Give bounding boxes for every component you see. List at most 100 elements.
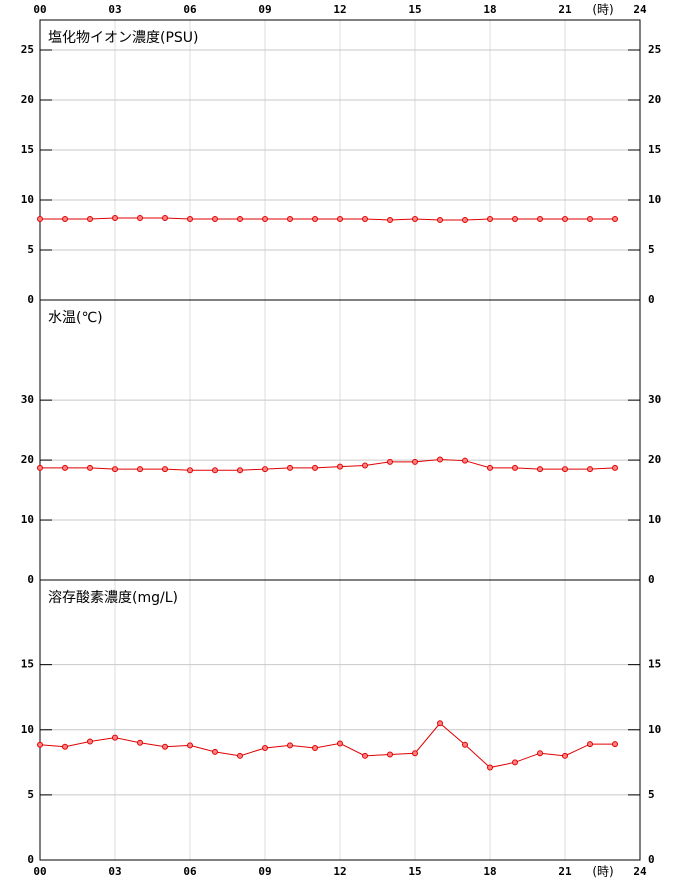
y-tick-label: 20 xyxy=(21,453,34,466)
y-tick-label: 0 xyxy=(27,853,34,866)
data-point xyxy=(612,464,618,471)
data-point xyxy=(412,216,418,222)
data-point xyxy=(112,734,118,741)
data-point xyxy=(312,464,318,471)
data-point xyxy=(612,216,618,222)
y-tick-label: 15 xyxy=(648,143,661,156)
data-point xyxy=(62,743,68,750)
data-point xyxy=(387,458,393,465)
y-tick-label: 10 xyxy=(21,193,34,206)
x-tick-label: 06 xyxy=(183,3,197,16)
data-point xyxy=(437,720,443,727)
data-point xyxy=(162,743,168,750)
data-point xyxy=(237,752,243,759)
data-line xyxy=(39,722,615,769)
data-point xyxy=(412,458,418,465)
x-tick-label: 15 xyxy=(408,865,421,878)
data-point xyxy=(462,217,468,223)
x-tick-label: 24 xyxy=(633,3,647,16)
data-point xyxy=(287,216,293,222)
x-tick-label: 21 xyxy=(558,865,572,878)
y-tick-label: 0 xyxy=(648,293,655,306)
x-tick-label: 00 xyxy=(33,865,46,878)
data-point xyxy=(512,216,518,222)
panel-title: 溶存酸素濃度(mg/L) xyxy=(48,590,178,606)
y-tick-label: 20 xyxy=(648,453,661,466)
data-point xyxy=(337,216,343,222)
data-point xyxy=(362,462,368,469)
data-point xyxy=(212,216,218,222)
x-tick-label: 24 xyxy=(633,865,647,878)
data-line xyxy=(40,458,616,471)
y-tick-label: 10 xyxy=(648,513,661,526)
data-point xyxy=(587,741,593,748)
data-point xyxy=(312,216,318,222)
x-tick-label: 15 xyxy=(408,3,421,16)
data-point xyxy=(87,738,93,745)
data-point xyxy=(337,740,343,747)
y-tick-label: 5 xyxy=(648,788,655,801)
data-point xyxy=(512,759,518,766)
y-tick-label: 0 xyxy=(27,573,34,586)
y-tick-label: 25 xyxy=(648,43,661,56)
data-point xyxy=(387,751,393,758)
y-tick-label: 5 xyxy=(27,243,34,256)
y-tick-label: 5 xyxy=(648,243,655,256)
data-point xyxy=(562,752,568,759)
y-tick-label: 0 xyxy=(648,853,655,866)
data-point xyxy=(37,464,43,471)
y-tick-label: 20 xyxy=(648,93,661,106)
data-point xyxy=(262,466,268,473)
panel-title: 水温(℃) xyxy=(48,310,103,326)
x-tick-label: 12 xyxy=(333,3,346,16)
y-tick-label: 5 xyxy=(27,788,34,801)
data-point xyxy=(37,741,43,748)
data-point xyxy=(62,464,68,471)
data-point xyxy=(537,466,543,473)
x-tick-label: 06 xyxy=(183,865,197,878)
y-tick-label: 30 xyxy=(648,393,661,406)
y-tick-label: 15 xyxy=(648,658,661,671)
data-point xyxy=(287,464,293,471)
data-point xyxy=(212,467,218,474)
data-point xyxy=(487,216,493,222)
data-point xyxy=(487,464,493,471)
data-point xyxy=(587,216,593,222)
plot-frame xyxy=(39,579,641,861)
data-point xyxy=(312,745,318,751)
data-point xyxy=(362,752,368,759)
data-point xyxy=(137,215,143,221)
data-point xyxy=(237,216,243,222)
x-tick-label: 21 xyxy=(558,3,572,16)
data-point xyxy=(237,467,243,474)
data-point xyxy=(112,466,118,473)
data-point xyxy=(37,216,43,222)
y-tick-label: 10 xyxy=(648,723,661,736)
x-tick-label: 00 xyxy=(33,3,46,16)
y-tick-label: 15 xyxy=(21,658,34,671)
data-point xyxy=(562,466,568,473)
data-point xyxy=(87,464,93,471)
data-point xyxy=(487,764,493,771)
data-point xyxy=(462,741,468,748)
x-tick-label: 09 xyxy=(258,865,271,878)
x-tick-label: 09 xyxy=(258,3,271,16)
x-tick-label: 03 xyxy=(108,3,121,16)
data-point xyxy=(137,739,143,746)
data-point xyxy=(62,216,68,222)
data-point xyxy=(112,215,118,221)
data-point xyxy=(87,216,93,222)
y-tick-label: 15 xyxy=(21,143,34,156)
data-point xyxy=(162,215,168,221)
data-point xyxy=(212,748,218,755)
panel-title: 塩化物イオン濃度(PSU) xyxy=(48,30,199,46)
data-point xyxy=(512,464,518,471)
y-tick-label: 20 xyxy=(21,93,34,106)
y-tick-label: 10 xyxy=(21,513,34,526)
data-point xyxy=(537,750,543,757)
data-line xyxy=(40,217,615,221)
data-point xyxy=(337,463,343,470)
y-tick-label: 10 xyxy=(21,723,34,736)
data-point xyxy=(437,217,443,223)
